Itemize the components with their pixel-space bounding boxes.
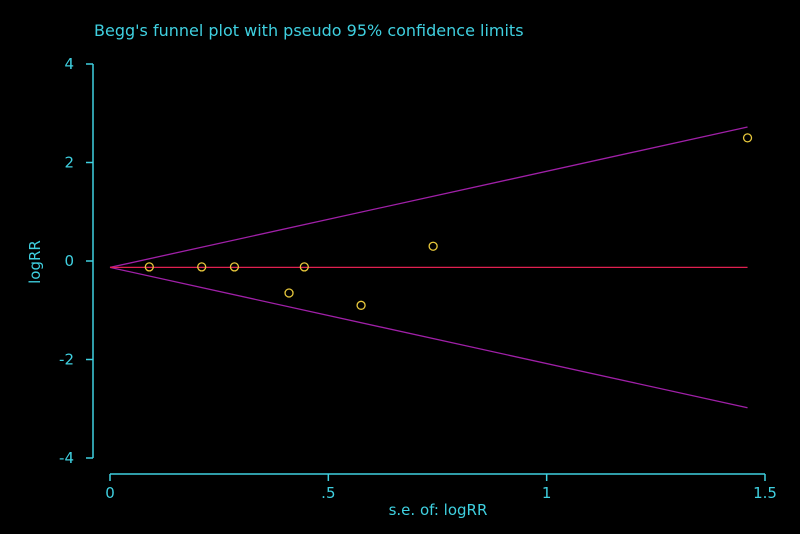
data-point	[742, 133, 753, 143]
data-point	[229, 262, 240, 272]
x-tick-label: 1.5	[753, 484, 777, 502]
x-axis-label: s.e. of: logRR	[389, 501, 488, 519]
x-tick-label: .5	[321, 484, 335, 502]
y-tick-label: 0	[64, 252, 74, 270]
data-point	[284, 288, 294, 298]
x-tick-label: 0	[105, 484, 115, 502]
data-point	[428, 241, 438, 251]
y-tick-label: 4	[64, 55, 74, 73]
data-point	[144, 262, 154, 272]
y-axis: -4 -2 0 2 4	[59, 55, 94, 467]
data-point	[299, 262, 309, 272]
x-axis: 0 .5 1 1.5	[105, 473, 777, 502]
y-tick-label: -4	[59, 449, 74, 467]
data-points	[144, 133, 753, 310]
y-tick-label: -2	[59, 351, 74, 369]
lower-confidence-limit	[109, 266, 748, 409]
data-point	[356, 300, 366, 310]
funnel-lines	[109, 126, 748, 409]
chart-title: Begg's funnel plot with pseudo 95% confi…	[94, 21, 524, 40]
y-tick-label: 2	[64, 154, 74, 172]
x-tick-label: 1	[542, 484, 552, 502]
y-axis-label: logRR	[26, 240, 44, 284]
upper-confidence-limit	[109, 126, 748, 269]
data-point	[197, 262, 207, 272]
